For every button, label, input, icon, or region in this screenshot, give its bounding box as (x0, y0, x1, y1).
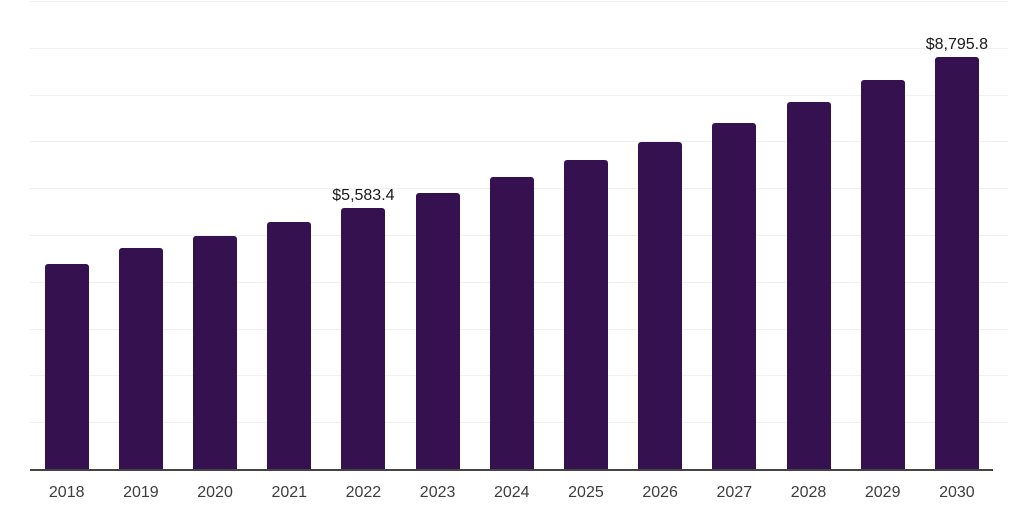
bar-2026 (638, 141, 683, 469)
data-label-2022: $5,583.4 (332, 186, 395, 204)
x-tick-2026: 2026 (642, 484, 678, 501)
x-axis-line (30, 469, 993, 471)
bar-2019 (118, 248, 163, 469)
bar-2028 (786, 101, 831, 469)
x-tick-2024: 2024 (493, 484, 530, 501)
gridline-8000 (30, 94, 1008, 96)
x-tick-2030: 2030 (939, 484, 975, 501)
x-tick-2020: 2020 (197, 484, 233, 501)
bar-2023 (415, 193, 460, 469)
x-tick-2021: 2021 (271, 484, 308, 501)
x-tick-2028: 2028 (790, 484, 827, 501)
bar-2024 (489, 176, 534, 469)
bar-2027 (712, 123, 757, 469)
plot-area: $5,583.4 $8,795.8 (30, 0, 1008, 471)
x-tick-2025: 2025 (568, 484, 604, 501)
bar-2025 (563, 159, 608, 469)
gridline-9000 (30, 47, 1008, 49)
x-tick-2018: 2018 (48, 484, 85, 501)
gridline-7000 (30, 141, 1008, 143)
bar-2029 (860, 80, 905, 469)
x-tick-2022: 2022 (345, 484, 382, 501)
bar-2018 (44, 263, 89, 469)
bar-2030 (934, 57, 979, 469)
x-tick-2027: 2027 (716, 484, 753, 501)
bar-2021 (267, 221, 312, 469)
x-tick-2023: 2023 (419, 484, 456, 501)
bar-2022 (341, 207, 386, 469)
gridline-10000 (30, 1, 1008, 2)
x-tick-2019: 2019 (123, 484, 159, 501)
data-label-2030: $8,795.8 (925, 36, 988, 54)
x-tick-2029: 2029 (864, 484, 901, 501)
bar-2020 (193, 235, 238, 469)
x-axis-tick-labels: 2018 2019 2020 2021 2022 2023 2024 2025 2026 2027… (30, 484, 1008, 504)
